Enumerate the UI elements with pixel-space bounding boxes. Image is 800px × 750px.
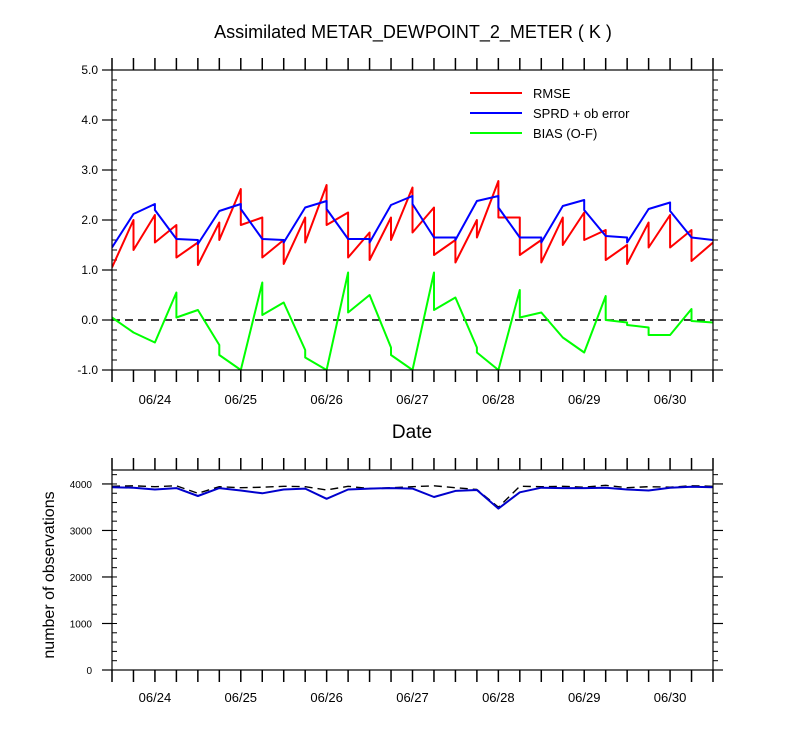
x-tick-label: 06/28 — [482, 392, 515, 407]
y-tick-label: 0.0 — [81, 313, 98, 327]
bottom-series-lines — [111, 484, 714, 510]
y-tick-label: 2.0 — [81, 213, 98, 227]
y-tick-label: 2000 — [70, 573, 93, 584]
x-tick-label: 06/25 — [225, 392, 258, 407]
x-tick-label: 06/29 — [568, 690, 601, 705]
total-observations-line — [111, 484, 714, 508]
x-tick-label: 06/27 — [396, 690, 429, 705]
series-sprd-line — [112, 195, 713, 249]
x-tick-label: 06/27 — [396, 392, 429, 407]
x-axis-label: Date — [392, 422, 432, 443]
top-plot: 06/24 06/25 06/26 06/27 06/28 06/29 06/30 -1.0… — [77, 58, 723, 443]
x-tick-label: 06/24 — [139, 392, 172, 407]
y-tick-label: 4.0 — [81, 113, 98, 127]
y-tick-label: -1.0 — [77, 363, 98, 377]
x-tick-label: 06/30 — [654, 690, 687, 705]
x-tick-label: 06/28 — [482, 690, 515, 705]
series-rmse-line — [112, 180, 713, 268]
y-tick-label: 3000 — [70, 526, 93, 537]
x-tick-label: 06/26 — [310, 392, 343, 407]
y-tick-label: 0 — [86, 666, 92, 677]
legend-label: BIAS (O-F) — [533, 126, 597, 141]
legend-label: SPRD + ob error — [533, 106, 630, 121]
x-tick-label: 06/26 — [310, 690, 343, 705]
y-tick-label: 5.0 — [81, 63, 98, 77]
top-series-lines — [112, 180, 713, 370]
y-tick-label: 3.0 — [81, 163, 98, 177]
chart-title: Assimilated METAR_DEWPOINT_2_METER ( K ) — [214, 22, 612, 43]
bottom-x-axis: 06/24 06/25 06/26 06/27 06/28 06/29 06/30 — [139, 690, 687, 705]
bottom-plot: 06/24 06/25 06/26 06/27 06/28 06/29 06/30 0 100… — [41, 458, 723, 705]
y-axis-label: number of observations — [41, 491, 58, 658]
x-tick-label: 06/30 — [654, 392, 687, 407]
top-x-axis: 06/24 06/25 06/26 06/27 06/28 06/29 06/30 — [139, 392, 687, 407]
y-tick-label: 1.0 — [81, 263, 98, 277]
x-tick-label: 06/25 — [225, 690, 258, 705]
y-tick-label: 4000 — [70, 480, 93, 491]
top-y-axis: -1.0 0.0 1.0 2.0 3.0 4.0 5.0 — [77, 63, 723, 377]
legend: RMSE SPRD + ob error BIAS (O-F) — [470, 86, 630, 141]
legend-label: RMSE — [533, 86, 571, 101]
bottom-plot-frame — [111, 469, 714, 671]
y-tick-label: 1000 — [70, 619, 93, 630]
series-bias-line — [112, 271, 713, 370]
bottom-y-axis: 0 1000 2000 3000 4000 — [70, 480, 723, 677]
x-tick-label: 06/24 — [139, 690, 172, 705]
x-tick-label: 06/29 — [568, 392, 601, 407]
assimilated-observations-line — [111, 485, 714, 510]
